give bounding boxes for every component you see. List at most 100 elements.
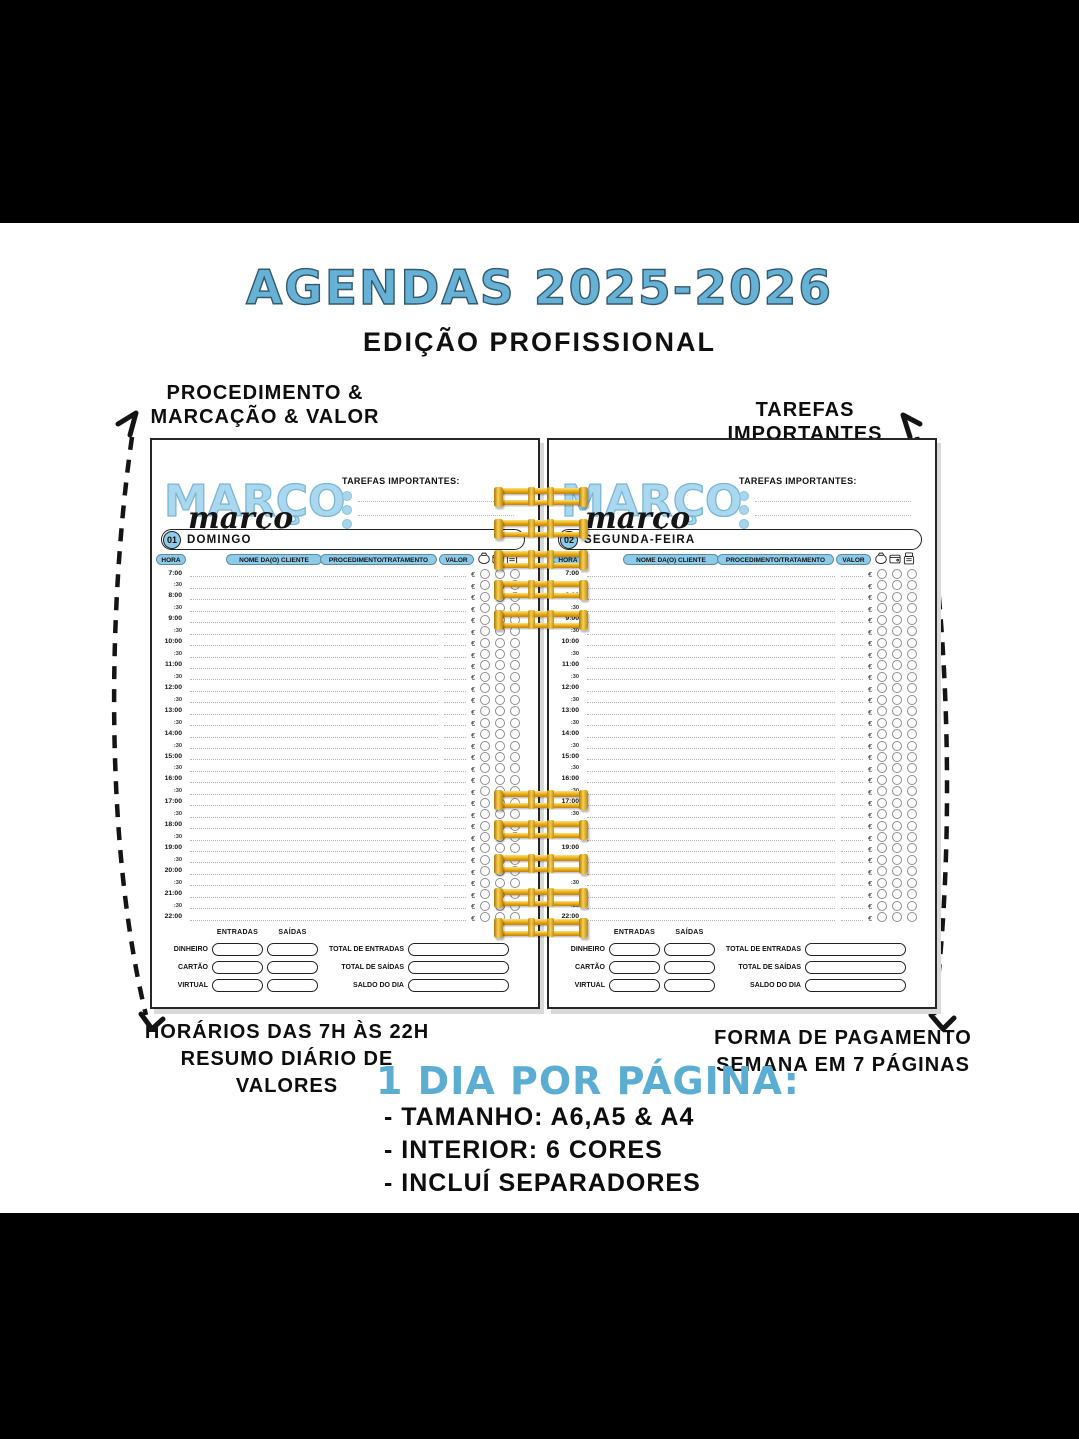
payment-circle-cash <box>877 889 887 900</box>
summary-amount-box <box>664 943 715 956</box>
payment-circle-card <box>892 717 902 728</box>
client-writing-line <box>587 667 835 669</box>
payment-circle-cash <box>877 740 887 751</box>
payment-circle-cash <box>480 877 490 888</box>
column-valor: VALOR <box>439 554 474 565</box>
payment-circle-card <box>495 649 505 659</box>
value-writing-line <box>444 645 466 647</box>
payment-circle-cash <box>877 706 887 717</box>
currency-symbol: € <box>868 766 872 774</box>
value-writing-line <box>444 873 466 875</box>
payment-circle-virtual <box>907 683 917 694</box>
payment-circle-cash <box>877 603 887 614</box>
schedule-row: 11:00 € <box>549 660 935 671</box>
currency-symbol: € <box>868 663 872 671</box>
summary-total-box <box>408 943 509 956</box>
currency-symbol: € <box>868 755 872 763</box>
time-label: :30 <box>570 742 579 749</box>
time-label: :30 <box>173 742 182 749</box>
client-writing-line <box>587 736 835 738</box>
payment-circle-cash <box>480 671 490 682</box>
currency-symbol: € <box>868 858 872 866</box>
column-valor: VALOR <box>836 554 871 565</box>
payment-circle-cash <box>877 649 887 659</box>
schedule-row: 21:00€ <box>152 888 538 900</box>
payment-circle-virtual <box>907 694 917 705</box>
schedule-row: 11:00 € <box>152 660 538 671</box>
schedule-row: :30 € <box>549 694 935 705</box>
currency-symbol: € <box>471 835 475 843</box>
value-writing-line <box>841 793 863 795</box>
payment-circle-cash <box>480 603 490 614</box>
time-label: :30 <box>173 811 182 818</box>
summary-amount-box <box>609 979 660 992</box>
summary-col-saidas: SAÍDAS <box>675 929 704 936</box>
payment-circle-virtual <box>907 854 917 865</box>
payment-circle-cash <box>480 580 490 591</box>
client-writing-line <box>190 633 438 635</box>
summary-amount-box <box>212 979 263 992</box>
currency-symbol: € <box>471 652 475 660</box>
payment-circle-cash <box>480 614 490 625</box>
schedule-row: :30 € <box>152 671 538 682</box>
payment-circle-card <box>892 614 902 625</box>
payment-circle-card <box>495 717 505 728</box>
arrowhead-top-left <box>115 410 139 438</box>
time-label: 8:00 <box>168 592 182 600</box>
schedule-row: 8:00 € <box>152 591 538 602</box>
payment-circle-card <box>892 877 902 888</box>
payment-circle-virtual <box>907 671 917 682</box>
schedule-row: :30 € <box>152 625 538 637</box>
currency-symbol: € <box>868 846 872 854</box>
payment-circle-card <box>892 740 902 751</box>
payment-circle-cash <box>480 797 490 808</box>
currency-symbol: € <box>471 641 475 649</box>
task-bullet-icon <box>342 505 352 515</box>
column-procedimento: PROCEDIMENTO/TRATAMENTO <box>717 554 834 565</box>
payment-circle-virtual <box>907 740 917 751</box>
time-label: :30 <box>570 651 579 658</box>
value-writing-line <box>444 667 466 669</box>
client-writing-line <box>587 782 835 784</box>
payment-circle-card <box>495 671 505 682</box>
schedule-row: 9:00 € <box>549 614 935 625</box>
money-bag-icon <box>875 552 887 565</box>
payment-circle-virtual <box>510 706 520 717</box>
client-writing-line <box>190 725 438 727</box>
currency-symbol: € <box>471 629 475 637</box>
currency-symbol: € <box>868 709 872 717</box>
time-label: 13:00 <box>561 706 579 714</box>
payment-circle-cash <box>480 751 490 762</box>
content-area: AGENDAS 2025-2026 EDIÇÃO PROFISSIONAL PR… <box>0 223 1079 1213</box>
client-writing-line <box>587 828 835 830</box>
client-writing-line <box>190 862 438 864</box>
payment-circle-card <box>892 774 902 785</box>
payment-circle-virtual <box>907 843 917 854</box>
value-writing-line <box>841 656 863 658</box>
payment-circle-card <box>495 660 505 671</box>
schedule-row: 21:00€ <box>549 888 935 900</box>
task-line <box>739 502 911 516</box>
wallet-icon <box>889 554 901 564</box>
currency-symbol: € <box>471 675 475 683</box>
payment-circle-cash <box>877 660 887 671</box>
payment-circle-virtual <box>510 751 520 762</box>
payment-circle-virtual <box>510 637 520 648</box>
value-writing-line <box>841 919 863 921</box>
value-writing-line <box>841 816 863 818</box>
features-heading: 1 DIA POR PÁGINA: <box>376 1059 800 1103</box>
client-writing-line <box>190 679 438 681</box>
schedule-row: :30 € <box>152 648 538 660</box>
value-writing-line <box>444 725 466 727</box>
column-cliente: NOME DA(O) CLIENTE <box>623 554 719 565</box>
payment-circle-virtual <box>907 751 917 762</box>
payment-circle-virtual <box>907 832 917 842</box>
client-writing-line <box>587 599 835 601</box>
value-writing-line <box>841 748 863 749</box>
schedule-row: :30 € <box>152 694 538 705</box>
value-writing-line <box>444 633 466 635</box>
value-writing-line <box>841 702 863 704</box>
table-header: HORA NOME DA(O) CLIENTE PROCEDIMENTO/TRA… <box>152 552 538 567</box>
payment-circle-virtual <box>907 889 917 900</box>
payment-circle-virtual <box>907 912 917 923</box>
